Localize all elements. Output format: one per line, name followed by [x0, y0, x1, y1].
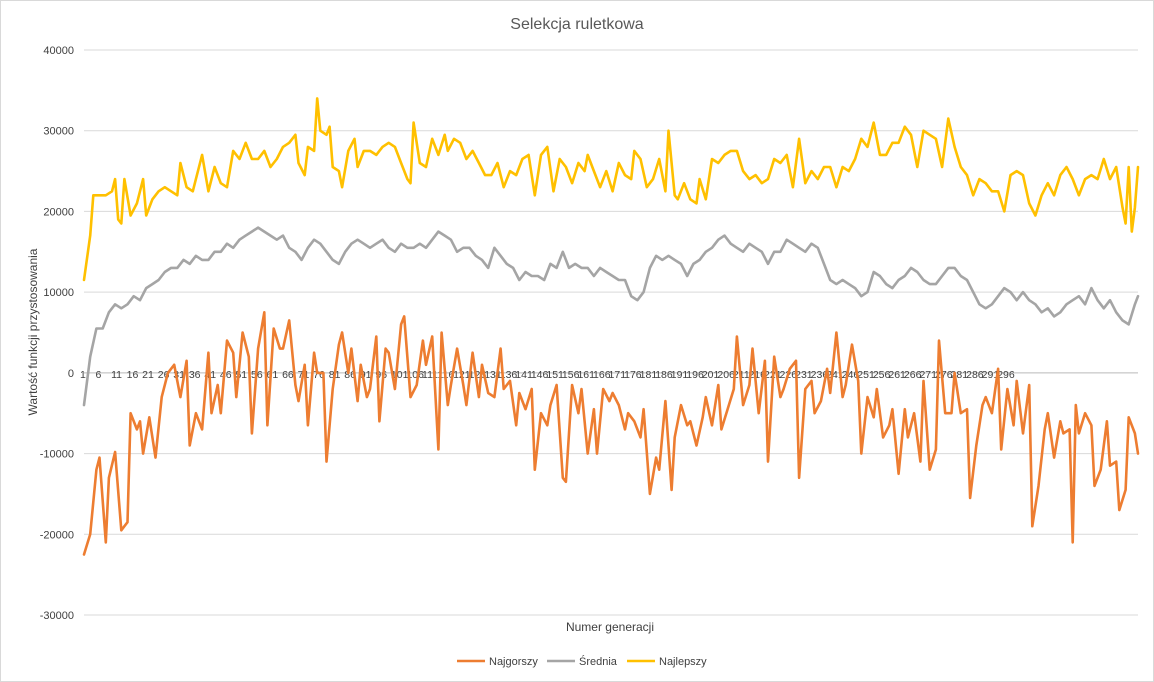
- x-tick-label: 66: [282, 369, 294, 381]
- x-tick-label: 36: [189, 369, 201, 381]
- legend-label: Najlepszy: [659, 656, 707, 668]
- y-tick-label: -10000: [40, 449, 74, 461]
- x-tick-label: 296: [997, 369, 1015, 381]
- x-tick-label: 186: [655, 369, 673, 381]
- x-tick-label: 51: [235, 369, 247, 381]
- legend-label: Średnia: [579, 655, 618, 668]
- legend: Najgorszy Średnia Najlepszy: [457, 655, 707, 668]
- x-tick-label: 256: [873, 369, 891, 381]
- y-tick-label: -20000: [40, 529, 74, 541]
- x-tick-label: 6: [96, 369, 102, 381]
- x-tick-label: 76: [313, 369, 325, 381]
- y-tick-label: 0: [68, 368, 74, 380]
- x-tick-label: 196: [686, 369, 704, 381]
- x-tick-label: 136: [500, 369, 518, 381]
- x-tick-label: 86: [344, 369, 356, 381]
- series-lines: [82, 97, 1140, 556]
- x-tick-label: 181: [640, 369, 658, 381]
- x-tick-label: 236: [811, 369, 829, 381]
- legend-label: Najgorszy: [489, 656, 538, 668]
- x-tick-label: 91: [360, 369, 372, 381]
- x-tick-label: 276: [935, 369, 953, 381]
- series-line-2: [82, 97, 1140, 282]
- y-tick-label: 30000: [43, 126, 74, 138]
- x-tick-label: 46: [220, 369, 232, 381]
- y-axis-ticks: 40000 30000 20000 10000 0 -10000 -20000 -30000: [40, 45, 74, 622]
- y-tick-label: 40000: [43, 45, 74, 57]
- x-tick-label: 166: [593, 369, 611, 381]
- x-tick-label: 1: [80, 369, 86, 381]
- series-line-0: [82, 311, 1140, 556]
- y-axis-label: Wartość funkcji przystosowania: [26, 248, 40, 415]
- x-tick-label: 16: [127, 369, 139, 381]
- x-tick-label: 206: [717, 369, 735, 381]
- y-tick-label: -30000: [40, 610, 74, 622]
- series-line-1: [82, 226, 1140, 407]
- x-tick-label: 191: [671, 369, 689, 381]
- x-tick-label: 251: [857, 369, 875, 381]
- x-tick-label: 31: [173, 369, 185, 381]
- x-tick-label: 161: [577, 369, 595, 381]
- x-tick-label: 176: [624, 369, 642, 381]
- x-tick-label: 141: [515, 369, 533, 381]
- gridlines: [84, 49, 1138, 616]
- x-tick-label: 201: [702, 369, 720, 381]
- x-tick-label: 151: [546, 369, 564, 381]
- y-tick-label: 20000: [43, 206, 74, 218]
- chart-title: Selekcja ruletkowa: [510, 16, 644, 33]
- x-axis-label: Numer generacji: [566, 620, 654, 634]
- x-tick-label: 286: [966, 369, 984, 381]
- x-tick-label: 26: [158, 369, 170, 381]
- x-tick-label: 291: [982, 369, 1000, 381]
- x-tick-label: 231: [795, 369, 813, 381]
- x-tick-label: 266: [904, 369, 922, 381]
- x-tick-label: 271: [919, 369, 937, 381]
- x-tick-label: 156: [562, 369, 580, 381]
- x-tick-label: 146: [531, 369, 549, 381]
- x-tick-label: 171: [609, 369, 627, 381]
- x-tick-label: 11: [111, 369, 122, 381]
- x-tick-label: 96: [375, 369, 387, 381]
- x-tick-label: 261: [888, 369, 906, 381]
- x-tick-label: 21: [142, 369, 154, 381]
- x-axis-ticks: 1 6 11 16 21 26 31 36 41 46 51 56 61 66 71 76 81 86 91 96 10…: [80, 369, 1015, 381]
- x-tick-label: 61: [267, 369, 279, 381]
- y-tick-label: 10000: [43, 287, 74, 299]
